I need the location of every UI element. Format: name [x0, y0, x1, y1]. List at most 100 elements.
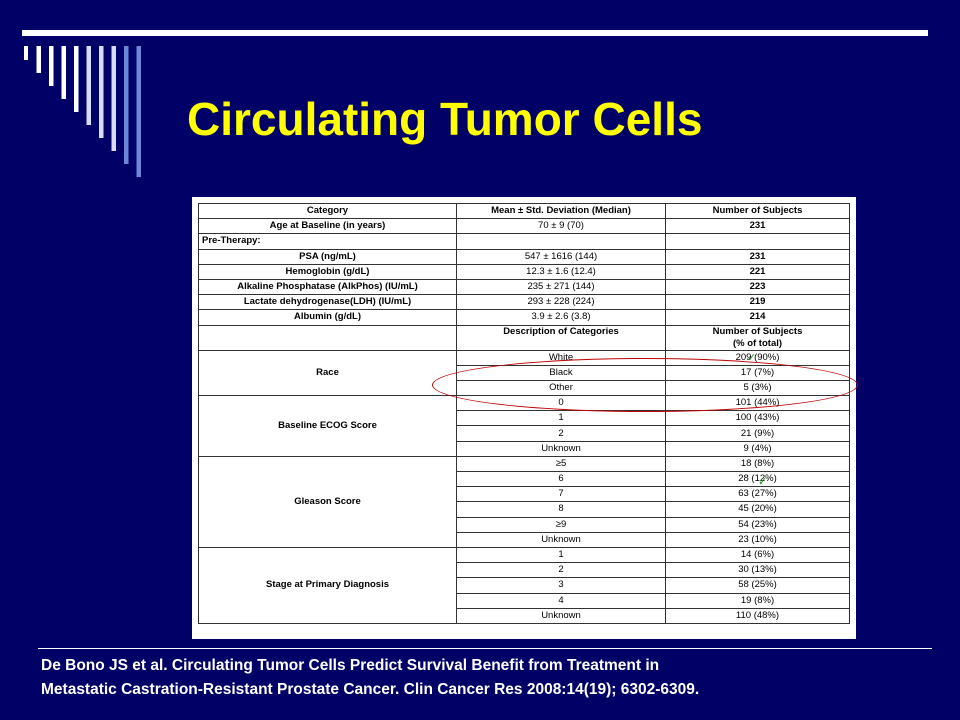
category-cell: 4 — [456, 592, 666, 609]
table-row: Lactate dehydrogenase(LDH) (IU/mL) 293 ± … — [198, 294, 850, 311]
column-header: Number of Subjects — [665, 202, 850, 220]
data-table: Category Mean ± Std. Deviation (Median) Nu… — [198, 202, 850, 624]
subject-count-cell: 18 (8%) — [665, 455, 850, 473]
table-row: Unknown 110 (48%) — [199, 607, 850, 624]
subject-count-cell: 14 (6%) — [665, 546, 850, 564]
table-row: Other 5 (3%) — [199, 379, 850, 397]
category-cell: ≥9 — [456, 516, 666, 533]
category-cell: Unknown — [456, 607, 666, 624]
category-cell: 2 — [456, 425, 666, 442]
decorative-bar — [36, 46, 41, 73]
subject-count-cell: 58 (25%) — [665, 577, 850, 594]
row-label: Albumin (g/dL) — [198, 309, 457, 326]
subject-count-cell: 219 — [665, 294, 850, 311]
category-cell: 7 — [456, 486, 666, 503]
table-row: Age at Baseline (in years) 70 ± 9 (70) 231 — [198, 218, 850, 235]
category-cell: Unknown — [456, 440, 666, 457]
decorative-bar — [24, 46, 28, 60]
mean-sd-cell: 235 ± 271 (144) — [456, 278, 666, 296]
subject-count-cell: 19 (8%) — [665, 592, 850, 609]
table-row: Gleason Score ≥5 18 (8%) — [198, 455, 850, 548]
subject-count-cell: 45 (20%) — [665, 501, 850, 518]
row-label: Age at Baseline (in years) — [198, 218, 457, 235]
table-subheader-row: Description of Categories Number of Subje… — [198, 324, 850, 351]
decorative-bar — [49, 46, 54, 86]
subject-count-cell: 209 (90%) — [665, 349, 850, 366]
decorative-bar — [124, 46, 129, 164]
column-header-line: (% of total) — [732, 337, 783, 349]
subject-count-cell: 17 (7%) — [665, 364, 850, 381]
category-cell: 3 — [456, 577, 666, 594]
subject-count-cell: 221 — [665, 263, 850, 280]
top-rule — [22, 30, 928, 36]
table-row: Alkaline Phosphatase (AlkPhos) (IU/mL) 23… — [198, 278, 850, 296]
category-cell: ≥5 — [456, 455, 666, 473]
table-row: PSA (ng/mL) 547 ± 1616 (144) 231 — [198, 248, 850, 265]
subject-count-cell: 223 — [665, 278, 850, 296]
decorative-bar — [111, 46, 116, 151]
decorative-bar — [61, 46, 66, 99]
column-header-line: Number of Subjects — [712, 325, 803, 337]
decorative-bar — [99, 46, 104, 138]
subject-count-cell: 100 (43%) — [665, 410, 850, 427]
table-row: Pre-Therapy: — [198, 233, 850, 250]
empty-cell — [665, 233, 850, 250]
mean-sd-cell: 3.9 ± 2.6 (3.8) — [456, 309, 666, 326]
table-row: Hemoglobin (g/dL) 12.3 ± 1.6 (12.4) 221 — [198, 263, 850, 280]
table-row: Stage at Primary Diagnosis 1 14 (6%) — [198, 546, 850, 624]
decorative-bars — [24, 46, 141, 177]
subject-count-cell: 54 (23%) — [665, 516, 850, 533]
slide-title: Circulating Tumor Cells — [187, 93, 703, 145]
subject-count-cell: 30 (13%) — [665, 562, 850, 579]
category-cell: White — [456, 349, 666, 366]
table-row: Black 17 (7%) — [199, 364, 850, 381]
subject-count-cell: 23 (10%) — [665, 531, 850, 548]
subject-count-cell: 231 — [665, 218, 850, 235]
handwritten-check-mark: ✓ — [758, 475, 768, 488]
category-cell: 1 — [456, 546, 666, 564]
subject-count-cell: 110 (48%) — [665, 607, 850, 624]
table-header-row: Category Mean ± Std. Deviation (Median) Nu… — [198, 202, 850, 220]
category-cell: Black — [456, 364, 666, 381]
section-label: Pre-Therapy: — [198, 233, 457, 250]
category-cell: 1 — [456, 410, 666, 427]
row-label: Lactate dehydrogenase(LDH) (IU/mL) — [198, 294, 457, 311]
empty-cell — [456, 233, 666, 250]
mean-sd-cell: 547 ± 1616 (144) — [456, 248, 666, 265]
handwritten-check-mark: ✓ — [747, 351, 757, 364]
table-row: Albumin (g/dL) 3.9 ± 2.6 (3.8) 214 — [198, 309, 850, 326]
subject-count-cell: 63 (27%) — [665, 486, 850, 503]
column-header: Mean ± Std. Deviation (Median) — [456, 202, 666, 220]
table-row: Race White 209 (90%) — [198, 349, 850, 397]
mean-sd-cell: 70 ± 9 (70) — [456, 218, 666, 235]
column-header: Number of Subjects (% of total) — [665, 324, 850, 351]
column-header: Category — [198, 202, 457, 220]
subject-count-cell: 101 (44%) — [665, 395, 850, 412]
category-cell: Other — [456, 379, 666, 397]
table-row: 8 45 (20%) — [199, 501, 850, 518]
footer-rule — [38, 648, 932, 649]
column-header: Description of Categories — [456, 324, 666, 351]
patient-characteristics-table: Category Mean ± Std. Deviation (Median) Nu… — [192, 197, 856, 639]
decorative-bar — [86, 46, 91, 125]
citation-line-1: De Bono JS et al. Circulating Tumor Cell… — [41, 657, 660, 674]
citation: De Bono JS et al. Circulating Tumor Cell… — [41, 654, 921, 702]
group-label: Race — [198, 349, 457, 397]
subject-count-cell: 9 (4%) — [665, 440, 850, 457]
row-label: Hemoglobin (g/dL) — [198, 263, 457, 280]
row-label: PSA (ng/mL) — [198, 248, 457, 265]
subject-count-cell: 5 (3%) — [665, 379, 850, 397]
category-cell: 8 — [456, 501, 666, 518]
mean-sd-cell: 12.3 ± 1.6 (12.4) — [456, 263, 666, 280]
empty-cell — [198, 324, 457, 351]
group-label: Baseline ECOG Score — [198, 395, 457, 457]
table-row: 2 30 (13%) — [199, 562, 850, 579]
mean-sd-cell: 293 ± 228 (224) — [456, 294, 666, 311]
citation-line-2: Metastatic Castration-Resistant Prostate… — [41, 681, 700, 698]
table-row: 6 28 (12%) — [199, 470, 850, 488]
decorative-bar — [136, 46, 141, 177]
table-row: Baseline ECOG Score 0 101 (44%) — [198, 395, 850, 457]
group-label: Gleason Score — [198, 455, 457, 548]
category-cell: 0 — [456, 395, 666, 412]
row-label: Alkaline Phosphatase (AlkPhos) (IU/mL) — [198, 278, 457, 296]
